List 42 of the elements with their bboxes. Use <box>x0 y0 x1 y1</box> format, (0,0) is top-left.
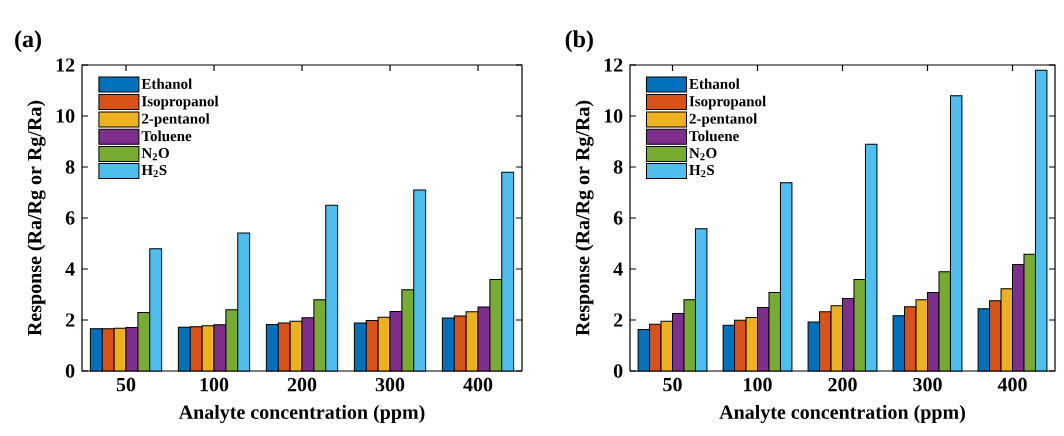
x-tick-label: 200 <box>287 377 317 392</box>
legend-label: N$_{2}$O <box>689 148 717 161</box>
y-tick-label: 0 <box>65 364 75 378</box>
x-tick-label: 100 <box>744 377 772 392</box>
x-axis-title: Analyte concentration (ppm) <box>178 404 425 424</box>
x-tick-label: 50 <box>663 377 682 392</box>
y-tick-label: 10 <box>604 109 623 123</box>
x-tick-label: 50 <box>116 377 136 392</box>
y-tick-label: 10 <box>56 109 75 123</box>
legend-label: N$_{2}$O <box>141 148 169 161</box>
legend-label: 2-pentanol <box>142 113 210 127</box>
legend-label: Isopropanol <box>141 95 219 110</box>
y-axis-title: Response (Ra/Rg or Rg/Ra) <box>27 100 46 336</box>
y-tick-label: 2 <box>613 313 623 327</box>
y-tick-label: 8 <box>613 160 623 174</box>
y-tick-label: 0 <box>613 364 623 378</box>
x-tick-label: 400 <box>463 377 493 392</box>
legend-label: Toluene <box>689 130 739 142</box>
y-tick-label: 4 <box>65 262 75 276</box>
y-tick-label: 12 <box>56 58 75 72</box>
y-axis-title: Response (Ra/Rg or Rg/Ra) <box>575 100 594 336</box>
y-tick-label: 6 <box>613 211 623 225</box>
x-axis-title: Analyte concentration (ppm) <box>719 404 965 424</box>
x-tick-label: 200 <box>828 377 857 392</box>
y-tick-label: 2 <box>65 313 75 327</box>
y-tick-label: 4 <box>613 262 623 276</box>
y-tick-label: 12 <box>604 58 623 72</box>
legend-label: H$_{2}$S <box>689 165 715 178</box>
legend-label: Isopropanol <box>689 95 766 110</box>
x-tick-label: 100 <box>200 377 229 392</box>
legend-label: 2-pentanol <box>689 113 758 127</box>
legend-label: Toluene <box>141 130 192 142</box>
legend-label: H$_{2}$S <box>141 165 167 178</box>
legend-label: Ethanol <box>689 78 740 89</box>
chart-title: (b) <box>565 30 593 53</box>
y-tick-label: 8 <box>65 160 75 174</box>
x-tick-label: 300 <box>375 377 405 392</box>
legend-label: Ethanol <box>141 78 192 89</box>
x-tick-label: 300 <box>913 377 942 392</box>
x-tick-label: 400 <box>997 377 1027 392</box>
chart-title: (a) <box>15 30 41 53</box>
y-tick-label: 6 <box>65 211 75 225</box>
